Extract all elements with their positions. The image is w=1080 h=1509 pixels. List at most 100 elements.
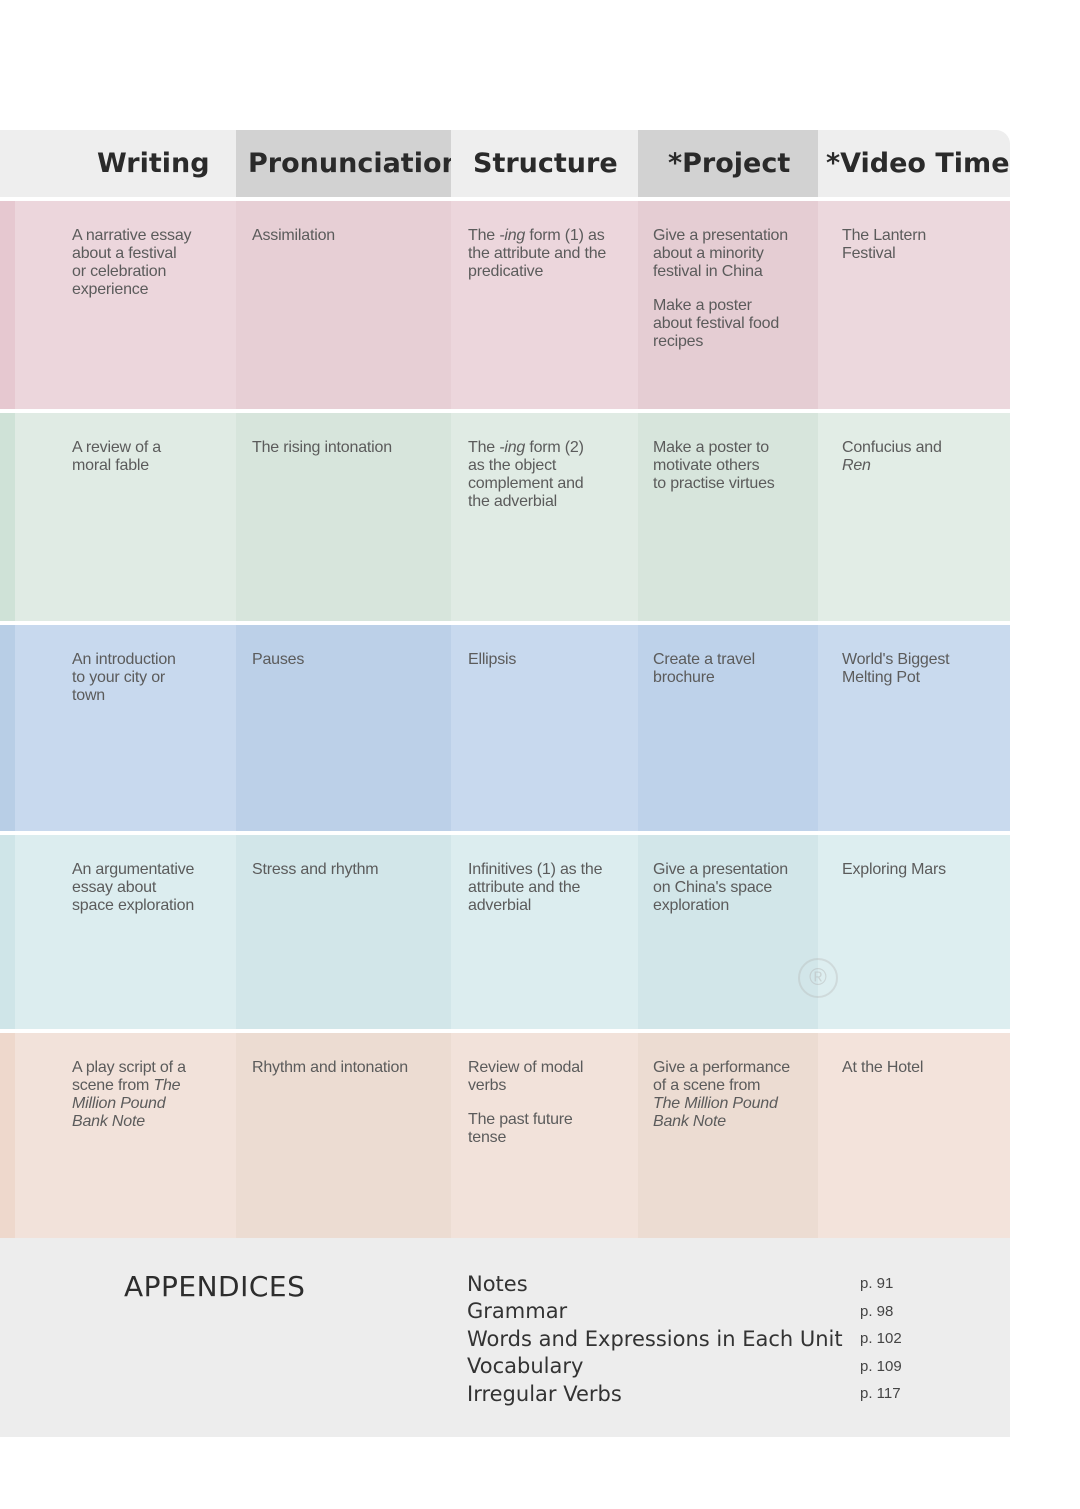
table-row: A narrative essay about a festival or ce… [0,201,1010,413]
appendix-page: p. 91 [860,1275,894,1293]
project-text: Give a presentation on China's space exp… [653,861,788,914]
header-project: *Project [638,130,818,197]
appendix-page: p. 102 [860,1330,902,1348]
video-text: Exploring Mars [842,861,946,878]
structure-cell: Infinitives (1) as the attribute and the… [451,835,638,1029]
list-item: Grammar p. 98 [467,1298,902,1326]
header-spacer [0,130,15,197]
structure-text: Infinitives (1) as the attribute and the… [468,861,603,914]
appendix-page: p. 109 [860,1357,902,1375]
writing-text: A narrative essay about a festival or ce… [72,227,192,298]
writing-text-italic: The Million Pound Bank Note [72,1077,181,1130]
structure-text: The -ing form (1) as the attribute and t… [468,227,628,281]
structure-text-start: The [468,227,500,244]
video-text: Confucius and Ren [842,439,1002,475]
structure-cell: The -ing form (2) as the object compleme… [451,413,638,621]
table-row: A play script of a scene from The Millio… [0,1033,1010,1253]
table-row: A review of a moral fable The rising int… [0,413,1010,625]
pronunciation-text: The rising intonation [252,439,392,456]
header-pronunciation: Pronunciation [236,130,461,197]
appendix-page: p. 98 [860,1302,894,1320]
project-text-italic: The Million Pound Bank Note [653,1095,778,1130]
header-structure: Structure [451,130,638,197]
structure-text: The past future tense [468,1111,573,1146]
appendix-name: Notes [467,1271,528,1296]
video-cell: World's Biggest Melting Pot [818,625,1010,831]
registered-mark-watermark: ® [798,958,838,998]
contents-table: Writing Pronunciation Structure *Project… [0,130,1010,1253]
project-text: Give a presentation about a minority fes… [653,227,788,280]
project-text-start: Give a performance of a scene from [653,1059,790,1094]
appendix-name: Vocabulary [467,1354,584,1379]
video-cell: The Lantern Festival [818,201,1010,409]
row-edge [0,625,15,831]
pronunciation-cell: Rhythm and intonation [236,1033,451,1249]
writing-cell: A review of a moral fable [15,413,236,621]
table-header: Writing Pronunciation Structure *Project… [0,130,1010,201]
appendix-name: Grammar [467,1299,568,1324]
video-text-italic: Ren [842,457,871,474]
video-text: At the Hotel [842,1059,924,1076]
pronunciation-text: Pauses [252,651,305,668]
project-cell: Make a poster to motivate others to prac… [638,413,818,621]
header-writing: Writing [15,130,236,197]
table-row: An argumentative essay about space explo… [0,835,1010,1033]
structure-text-end: form (2) as the object complement and th… [468,439,584,510]
video-cell: At the Hotel [818,1033,1010,1249]
writing-text: An introduction to your city or town [72,651,176,704]
project-cell: Give a presentation about a minority fes… [638,201,818,409]
project-cell: Create a travel brochure [638,625,818,831]
list-item: Irregular Verbs p. 117 [467,1380,902,1408]
writing-cell: A play script of a scene from The Millio… [15,1033,236,1249]
list-item: Words and Expressions in Each Unit p. 10… [467,1325,902,1353]
project-text: Make a poster to motivate others to prac… [653,439,775,492]
pronunciation-cell: Stress and rhythm [236,835,451,1029]
project-cell: Give a presentation on China's space exp… [638,835,818,1029]
structure-text-italic: -ing [499,227,526,244]
writing-cell: A narrative essay about a festival or ce… [15,201,236,409]
appendices-panel: APPENDICES Notes p. 91 Grammar p. 98 Wor… [0,1238,1010,1437]
video-text: The Lantern Festival [842,227,927,262]
appendices-list: Notes p. 91 Grammar p. 98 Words and Expr… [467,1270,902,1408]
structure-text-start: The [468,439,500,456]
writing-text: An argumentative essay about space explo… [72,861,195,914]
structure-cell: Ellipsis [451,625,638,831]
list-item: Vocabulary p. 109 [467,1353,902,1381]
structure-text-end: form (1) as the attribute and the predic… [468,227,607,280]
table-row: An introduction to your city or town Pau… [0,625,1010,835]
project-text: Make a poster about festival food recipe… [653,297,780,350]
pronunciation-cell: Pauses [236,625,451,831]
pronunciation-text: Assimilation [252,227,335,244]
structure-cell: Review of modal verbs The past future ten… [451,1033,638,1249]
row-edge [0,835,15,1029]
row-edge [0,201,15,409]
structure-text: The -ing form (2) as the object compleme… [468,439,628,511]
video-cell: Exploring Mars [818,835,1010,1029]
pronunciation-text: Stress and rhythm [252,861,379,878]
pronunciation-cell: The rising intonation [236,413,451,621]
appendix-name: Irregular Verbs [467,1381,622,1406]
project-text: Give a performance of a scene from The M… [653,1059,813,1131]
video-text-start: Confucius and [842,439,942,456]
list-item: Notes p. 91 [467,1270,902,1298]
structure-text: Review of modal verbs [468,1059,584,1094]
writing-cell: An argumentative essay about space explo… [15,835,236,1029]
writing-text: A review of a moral fable [72,439,162,474]
pronunciation-cell: Assimilation [236,201,451,409]
writing-text: A play script of a scene from The Millio… [72,1059,222,1131]
video-cell: Confucius and Ren [818,413,1010,621]
writing-cell: An introduction to your city or town [15,625,236,831]
header-video-time: *Video Time [818,130,1010,197]
structure-text-italic: -ing [499,439,526,456]
writing-text-start: A play script of a scene from [72,1059,186,1094]
project-text: Create a travel brochure [653,651,755,686]
project-cell: Give a performance of a scene from The M… [638,1033,818,1249]
appendices-title: APPENDICES [124,1270,306,1303]
structure-text: Ellipsis [468,651,517,668]
appendix-name: Words and Expressions in Each Unit [467,1326,843,1351]
pronunciation-text: Rhythm and intonation [252,1059,408,1076]
row-edge [0,1033,15,1249]
row-edge [0,413,15,621]
video-text: World's Biggest Melting Pot [842,651,950,686]
structure-cell: The -ing form (1) as the attribute and t… [451,201,638,409]
